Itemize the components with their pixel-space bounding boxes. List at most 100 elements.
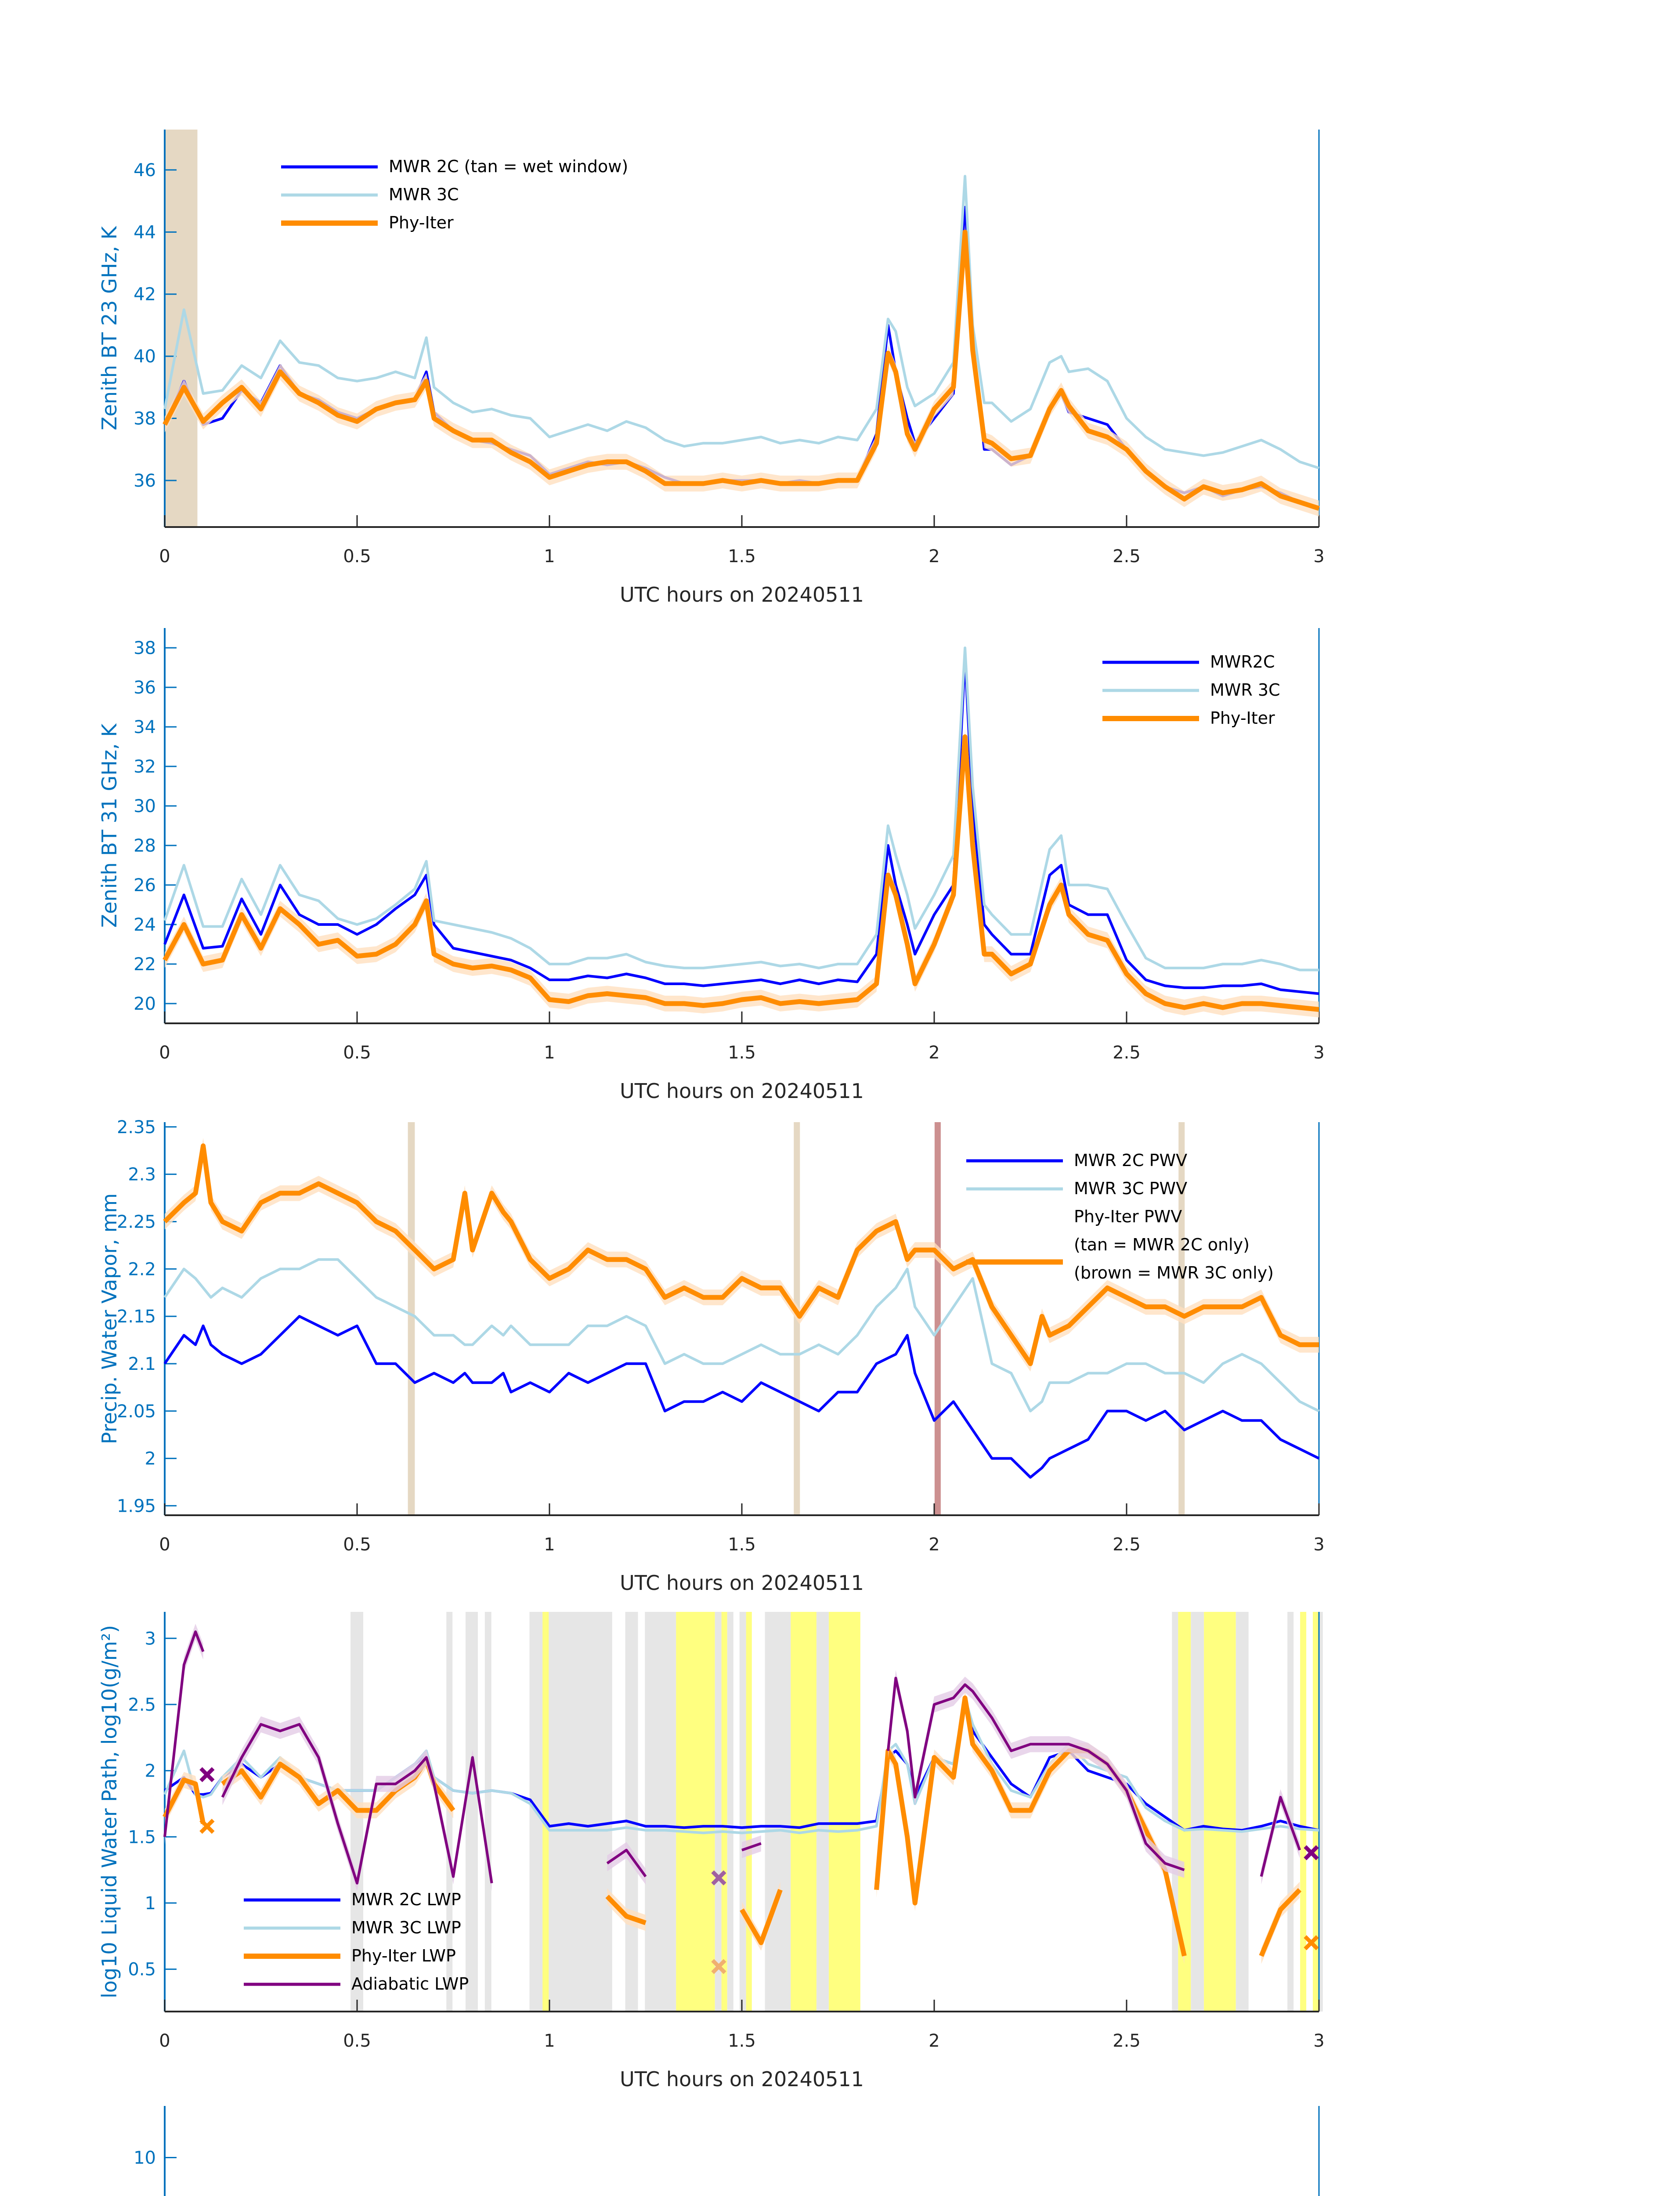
legend-label-note: (brown = MWR 3C only): [1074, 1263, 1274, 1282]
legend-label: Adiabatic LWP: [351, 1974, 469, 1994]
y-tick-label: 1: [145, 1893, 156, 1914]
chart-lwp: 0.5 1 1.5 2 2.5 3 0 0.5 1 1.5 2 2.5 3 UTC hours on 20…: [98, 1612, 1325, 2091]
y-tick-label: 22: [134, 954, 156, 975]
legend-item: Phy-Iter: [281, 213, 454, 232]
series-line-phy-iter: [163, 229, 1320, 511]
x-tick-label: 1: [544, 546, 555, 567]
shaded-band: [816, 1612, 829, 2012]
series-line-phy-iter-lwp: [163, 1695, 1302, 1957]
y-tick-label: 2.05: [117, 1401, 156, 1422]
x-tick-label: 2: [929, 546, 939, 567]
uncertainty-band: [888, 1670, 1185, 1878]
y-tick-label: 34: [134, 717, 156, 737]
shaded-band: [1236, 1612, 1249, 2012]
shaded-band: [1287, 1612, 1294, 2012]
x-tick-label: 0.5: [343, 2031, 371, 2051]
y-tick-label: 1.95: [117, 1496, 156, 1516]
y-tick-label: 30: [134, 796, 156, 816]
legend-item: MWR 3C PWV: [966, 1179, 1187, 1198]
y-axis-label: Zenith BT 31 GHz, K: [98, 723, 121, 928]
x-tick-label: 2: [929, 1535, 939, 1555]
x-tick-label: 1: [544, 1043, 555, 1063]
legend-label: MWR 2C PWV: [1074, 1151, 1187, 1170]
x-tick-label: 2.5: [1113, 1043, 1141, 1063]
y-tick-label: 0.5: [128, 1960, 156, 1980]
x-axis-label: UTC hours on 20240511: [620, 583, 864, 607]
x-tick-label: 2.5: [1113, 1535, 1141, 1555]
y-tick-label: 10: [134, 2148, 156, 2168]
shaded-band: [746, 1612, 752, 2012]
x-tick-label: 2.5: [1113, 2031, 1141, 2051]
legend-label: MWR 2C (tan = wet window): [389, 157, 628, 176]
chart-bt31: 20 22 24 26 28 30 32 34 36 38 0 0.5 1 1.5 2 2.5 3 UTC hou…: [98, 628, 1325, 1103]
y-tick-label: 2.25: [117, 1212, 156, 1232]
shaded-band: [791, 1612, 817, 2012]
shaded-band: [721, 1612, 727, 2012]
x-marker-stroke: [711, 1870, 726, 1885]
legend-label: MWR 3C: [1210, 680, 1280, 700]
x-tick-label: 3: [1313, 1535, 1324, 1555]
uncertainty-band: [165, 729, 1319, 1018]
x-tick-label: 2.5: [1113, 546, 1141, 567]
shaded-band: [1204, 1612, 1236, 2012]
legend-label: MWR 3C PWV: [1074, 1179, 1187, 1198]
legend-label: Phy-Iter LWP: [351, 1946, 456, 1965]
y-tick-label: 28: [134, 836, 156, 856]
chart-pwv: 1.95 2 2.05 2.1 2.15 2.2 2.25 2.3 2.35 0 0.5 1 1.5 2 2…: [98, 1117, 1325, 1595]
x-tick-label: 0.5: [343, 546, 371, 567]
shaded-band: [1319, 1612, 1323, 2012]
x-tick-label: 2: [929, 1043, 939, 1063]
x-tick-label: 0: [159, 546, 170, 567]
x-marker-stroke: [199, 1818, 215, 1834]
legend-label: MWR2C: [1210, 652, 1275, 672]
shaded-band: [466, 1612, 478, 2012]
y-tick-label: 3: [145, 1629, 156, 1649]
y-axis-label: Precip. Water Vapor, mm: [98, 1193, 121, 1444]
x-tick-label: 3: [1313, 2031, 1324, 2051]
y-tick-label: 46: [134, 160, 156, 181]
y-tick-label: 38: [134, 638, 156, 658]
legend-label: Phy-Iter: [1210, 708, 1275, 728]
y-tick-label: 2.5: [128, 1695, 156, 1715]
x-marker: [199, 1818, 215, 1834]
legend-label: Phy-Iter PWV: [1074, 1207, 1182, 1226]
x-marker-stroke: [1304, 1935, 1319, 1950]
series-line-phy-iter-pwv: [163, 1143, 1319, 1366]
x-tick-label: 0.5: [343, 1043, 371, 1063]
y-tick-label: 36: [134, 678, 156, 698]
y-tick-label: 44: [134, 222, 156, 242]
x-tick-label: 3: [1313, 546, 1324, 567]
x-marker: [199, 1767, 215, 1782]
legend-item: MWR2C: [1102, 652, 1275, 672]
y-tick-label: 2.35: [117, 1117, 156, 1138]
series-line-mwr2c: [163, 656, 1319, 995]
legend-item: MWR 2C (tan = wet window): [281, 157, 628, 176]
legend-item: Phy-Iter: [1102, 708, 1275, 728]
y-tick-label: 20: [134, 994, 156, 1014]
y-tick-label: 1.5: [128, 1827, 156, 1847]
shaded-band: [739, 1612, 746, 2012]
x-marker: [711, 1870, 726, 1885]
shaded-band: [934, 1122, 941, 1515]
shaded-band: [408, 1122, 415, 1515]
legend-label-note: (tan = MWR 2C only): [1074, 1235, 1250, 1254]
y-tick-label: 2: [145, 1761, 156, 1781]
chart-bt23: 36 38 40 42 44 46 0 0.5 1 1.5 2 2.5 3 UTC hours on 20…: [98, 130, 1325, 607]
shaded-band: [1172, 1612, 1178, 2012]
shaded-band: [542, 1612, 549, 2012]
shaded-band: [625, 1612, 638, 2012]
x-axis-label: UTC hours on 20240511: [620, 1571, 864, 1595]
x-tick-label: 0: [159, 2031, 170, 2051]
uncertainty-band: [607, 1842, 646, 1885]
legend-label: MWR 2C LWP: [351, 1890, 461, 1909]
shaded-band: [529, 1612, 612, 2012]
y-tick-label: 40: [134, 347, 156, 367]
y-tick-label: 24: [134, 915, 156, 935]
x-tick-label: 0: [159, 1043, 170, 1063]
x-tick-label: 2: [929, 2031, 939, 2051]
x-marker-stroke: [199, 1767, 215, 1782]
x-marker: [1304, 1935, 1319, 1950]
y-tick-label: 36: [134, 471, 156, 491]
